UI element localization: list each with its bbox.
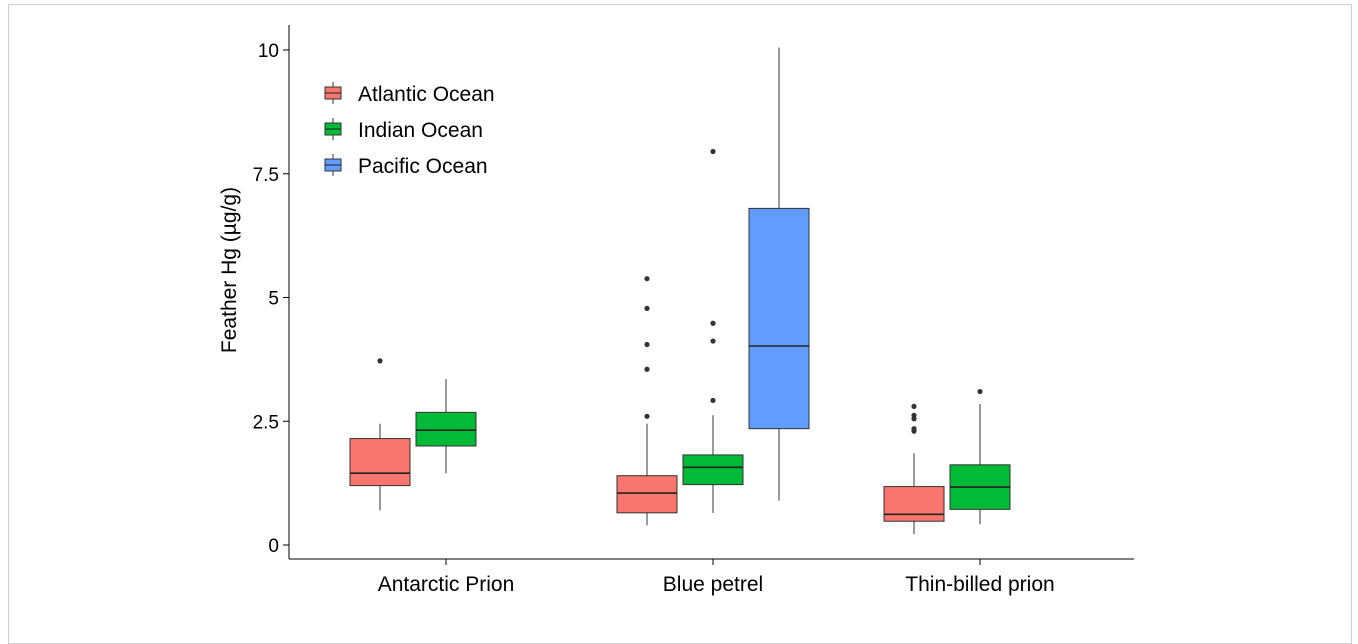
box-iqr bbox=[415, 411, 477, 447]
box-indian-ocean-blue-petrel bbox=[682, 148, 744, 513]
x-tick-label-thin-billed-prion: Thin-billed prion bbox=[905, 573, 1054, 596]
outlier-point bbox=[977, 388, 983, 395]
outlier-point bbox=[911, 403, 917, 409]
legend-label: Atlantic Ocean bbox=[358, 83, 495, 106]
boxplot-chart: 0 2.5 5 7.5 10 Antarctic Prion Blue petrel Thin… bbox=[218, 25, 1134, 596]
outlier-point bbox=[644, 305, 650, 311]
boxes bbox=[349, 47, 1011, 535]
y-tick-label: 0 bbox=[268, 536, 279, 557]
y-axis-label: Feather Hg (µg/g) bbox=[218, 187, 241, 353]
legend-item-pacific-ocean: Pacific Ocean bbox=[324, 154, 488, 178]
box-pacific-ocean-blue-petrel bbox=[748, 47, 810, 501]
box-indian-ocean-antarctic-prion bbox=[415, 379, 477, 474]
axes: 0 2.5 5 7.5 10 Antarctic Prion Blue petrel Thin… bbox=[253, 25, 1134, 596]
x-tick-label-blue-petrel: Blue petrel bbox=[663, 573, 763, 596]
box-iqr bbox=[748, 207, 810, 430]
outlier-point bbox=[911, 412, 917, 418]
y-tick-label: 7.5 bbox=[253, 165, 279, 186]
box-indian-ocean-thin-billed-prion bbox=[949, 388, 1011, 525]
legend-item-indian-ocean: Indian Ocean bbox=[324, 118, 483, 142]
outlier-point bbox=[644, 341, 650, 348]
y-tick-label: 2.5 bbox=[253, 412, 279, 433]
outlier-point bbox=[377, 358, 383, 364]
outlier-point bbox=[710, 397, 716, 404]
outlier-point bbox=[710, 148, 716, 155]
outlier-point bbox=[911, 426, 917, 432]
box-iqr bbox=[883, 486, 945, 522]
box-iqr bbox=[349, 438, 411, 487]
box-atlantic-ocean-thin-billed-prion bbox=[883, 403, 945, 535]
legend: Atlantic Ocean Indian Ocean Pacific Ocean bbox=[324, 82, 495, 178]
box-atlantic-ocean-blue-petrel bbox=[616, 276, 678, 526]
legend-item-atlantic-ocean: Atlantic Ocean bbox=[324, 82, 495, 106]
box-iqr bbox=[616, 475, 678, 514]
outlier-point bbox=[644, 366, 650, 372]
box-iqr bbox=[682, 454, 744, 486]
outlier-point bbox=[644, 276, 650, 282]
outlier-point bbox=[710, 338, 716, 344]
legend-label: Indian Ocean bbox=[358, 119, 483, 142]
outlier-point bbox=[710, 320, 716, 326]
x-tick-label-antarctic-prion: Antarctic Prion bbox=[378, 573, 515, 596]
y-tick-label: 5 bbox=[268, 289, 279, 310]
y-tick-label: 10 bbox=[258, 41, 279, 62]
outlier-point bbox=[644, 413, 650, 419]
legend-label: Pacific Ocean bbox=[358, 155, 488, 178]
box-atlantic-ocean-antarctic-prion bbox=[349, 358, 411, 511]
